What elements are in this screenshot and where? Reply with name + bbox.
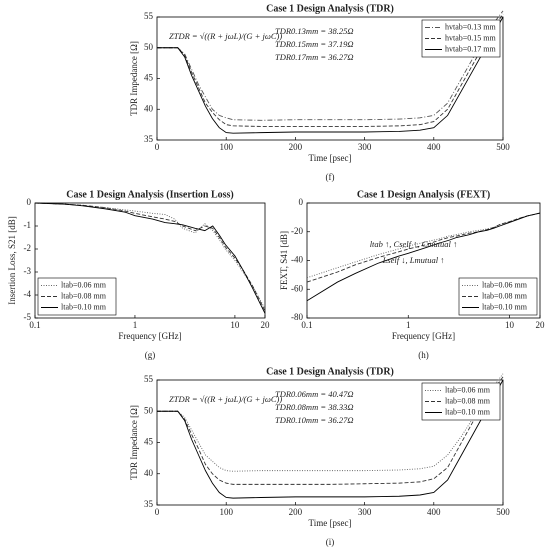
y-tick-label: 35	[144, 499, 154, 509]
series-line	[34, 202, 266, 310]
x-tick-label: 10	[230, 320, 240, 330]
annotation: TDR0.06mm = 40.47Ω	[275, 389, 353, 399]
x-tick-label: 400	[427, 142, 441, 152]
legend-box	[37, 277, 117, 316]
series-line	[157, 13, 504, 127]
y-tick-label: -2	[24, 243, 32, 253]
series-line	[157, 379, 504, 499]
x-tick-label: 0.1	[301, 320, 312, 330]
legend-label: ltab=0.10 mm	[61, 302, 107, 311]
panel-label: (f)	[326, 172, 335, 182]
y-tick-label: 45	[144, 73, 154, 83]
x-axis-label: Time [psec]	[309, 518, 352, 528]
y-tick-label: 50	[144, 405, 154, 415]
y-tick-label: 0	[27, 197, 32, 207]
annotation: TDR0.10mm = 36.27Ω	[275, 415, 353, 425]
y-tick-label: 55	[144, 374, 154, 384]
legend-label: ltab=0.10 mm	[482, 302, 528, 311]
y-tick-label: 55	[144, 11, 154, 21]
chart-title: Case 1 Design Analysis (Insertion Loss)	[66, 189, 234, 200]
legend-label: hvtab=0.17 mm	[445, 44, 497, 53]
y-axis-label: Insertion Loss, S21 [dB]	[7, 216, 17, 305]
annotation: TDR0.08mm = 38.33Ω	[275, 402, 353, 412]
chart-panel: Case 1 Design Analysis (TDR) 0 100 200 300 40…	[129, 3, 510, 182]
panel-label: (h)	[418, 350, 429, 360]
annotation: ZTDR = √((R + jωL)/(G + jωC))	[169, 31, 282, 41]
series-line	[34, 202, 266, 312]
annotation: Lself ↓, Lmutual ↑	[382, 255, 445, 265]
legend-label: ltab=0.06 mm	[445, 385, 491, 394]
chart-panel: Case 1 Design Analysis (FEXT) 0.1 1 10 20 -80…	[279, 189, 545, 360]
annotation: TDR0.17mm = 36.27Ω	[275, 52, 353, 62]
x-tick-label: 0.1	[29, 320, 40, 330]
chart-panel: Case 1 Design Analysis (TDR) 0 100 200 300 40…	[129, 366, 510, 547]
annotation: TDR0.15mm = 37.19Ω	[275, 39, 353, 49]
y-axis-label: TDR Impedance [Ω]	[129, 41, 139, 116]
annotation: ltab ↑, Cself ↑, Cmutual ↑	[370, 239, 458, 249]
y-tick-label: -1	[24, 220, 32, 230]
x-tick-label: 0	[155, 507, 160, 517]
chart-title: Case 1 Design Analysis (FEXT)	[357, 189, 490, 200]
series-line	[34, 202, 266, 314]
x-tick-label: 0	[155, 142, 160, 152]
series-line	[157, 10, 504, 121]
x-tick-label: 400	[427, 507, 441, 517]
series-line	[306, 212, 541, 302]
x-tick-label: 10	[505, 320, 515, 330]
y-tick-label: 0	[299, 197, 304, 207]
series-line	[306, 212, 541, 283]
y-tick-label: 45	[144, 437, 154, 447]
chart-title: Case 1 Design Analysis (TDR)	[266, 3, 394, 14]
x-tick-label: 20	[261, 320, 271, 330]
series-line	[157, 373, 504, 472]
legend-label: ltab=0.10 mm	[445, 407, 491, 416]
x-tick-label: 500	[496, 142, 510, 152]
y-tick-label: 35	[144, 134, 154, 144]
panel-label: (i)	[326, 537, 335, 547]
x-axis-label: Frequency [GHz]	[118, 331, 181, 341]
x-tick-label: 1	[133, 320, 138, 330]
series-line	[157, 376, 504, 485]
y-axis-label: FEXT, S41 [dB]	[279, 231, 289, 290]
x-tick-label: 300	[358, 507, 372, 517]
legend-label: ltab=0.08 mm	[482, 291, 528, 300]
x-tick-label: 100	[219, 507, 233, 517]
legend-label: ltab=0.08 mm	[445, 396, 491, 405]
x-tick-label: 500	[496, 507, 510, 517]
annotation: TDR0.13mm = 38.25Ω	[275, 26, 353, 36]
y-tick-label: -60	[291, 283, 303, 293]
chart-title: Case 1 Design Analysis (TDR)	[266, 366, 394, 377]
legend-label: ltab=0.06 mm	[482, 280, 528, 289]
y-tick-label: -80	[291, 312, 303, 322]
y-tick-label: 40	[144, 103, 154, 113]
y-tick-label: -20	[291, 226, 303, 236]
chart-panel: Case 1 Design Analysis (Insertion Loss) 0…	[7, 189, 270, 360]
panel-label: (g)	[145, 350, 156, 360]
y-axis-label: TDR Impedance [Ω]	[129, 405, 139, 480]
x-axis-label: Frequency [GHz]	[392, 331, 455, 341]
legend-label: hvtab=0.13 mm	[445, 22, 497, 31]
y-tick-label: -5	[24, 312, 32, 322]
x-tick-label: 1	[406, 320, 411, 330]
x-tick-label: 300	[358, 142, 372, 152]
legend-label: hvtab=0.15 mm	[445, 33, 497, 42]
x-tick-label: 200	[289, 507, 303, 517]
y-tick-label: -40	[291, 255, 303, 265]
x-tick-label: 200	[289, 142, 303, 152]
x-axis-label: Time [psec]	[309, 153, 352, 163]
legend-label: ltab=0.08 mm	[61, 291, 107, 300]
y-tick-label: -4	[24, 289, 32, 299]
y-tick-label: 50	[144, 42, 154, 52]
legend-box	[421, 19, 501, 58]
y-tick-label: -3	[24, 266, 32, 276]
x-tick-label: 100	[219, 142, 233, 152]
y-tick-label: 40	[144, 468, 154, 478]
annotation: ZTDR = √((R + jωL)/(G + jωC))	[169, 394, 282, 404]
x-tick-label: 20	[536, 320, 546, 330]
series-line	[157, 16, 504, 134]
legend-label: ltab=0.06 mm	[61, 280, 107, 289]
